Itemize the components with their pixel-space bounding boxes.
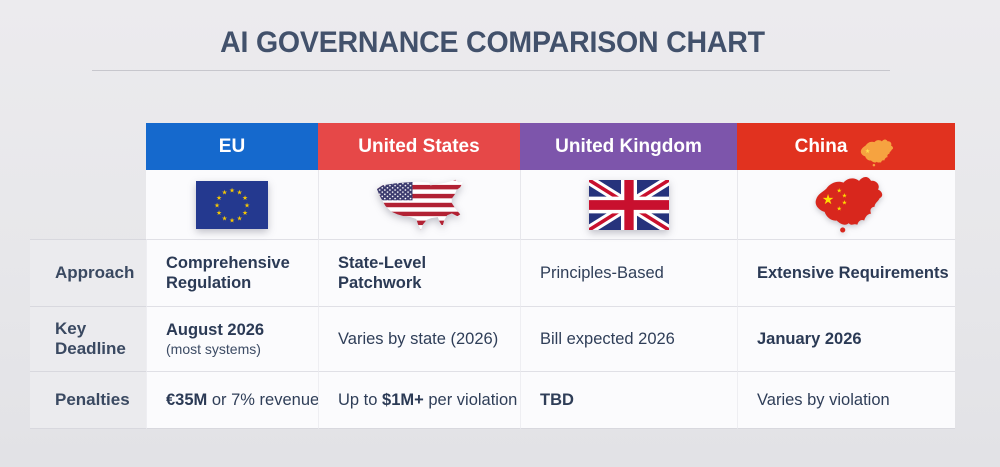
column-header-china: China ★: [737, 123, 955, 170]
cell-approach-uk: Principles-Based: [520, 239, 737, 306]
column-header-us-label: United States: [358, 135, 480, 157]
row-label-penalties: Penalties: [30, 371, 146, 429]
penalties-china-value: Varies by violation: [757, 390, 890, 409]
flag-cell-us: [318, 170, 520, 239]
column-header-eu-label: EU: [218, 135, 246, 157]
svg-text:★: ★: [836, 205, 841, 212]
deadline-uk-value: Bill expected 2026: [540, 329, 675, 348]
column-header-eu: EU: [146, 123, 318, 170]
title-divider: [92, 70, 890, 71]
flag-cell-uk: [520, 170, 737, 239]
cell-deadline-eu: August 2026 (most systems): [146, 306, 318, 371]
penalties-us-pre: Up to: [338, 390, 383, 409]
deadline-china-value: January 2026: [757, 329, 862, 348]
cell-penalties-uk: TBD: [520, 371, 737, 429]
column-header-china-label: China: [794, 135, 848, 157]
approach-uk-value: Principles-Based: [540, 263, 664, 282]
column-header-uk: United Kingdom: [520, 123, 737, 170]
cell-approach-us: State-Level Patchwork: [318, 239, 520, 306]
svg-text:★: ★: [242, 193, 248, 201]
cell-deadline-uk: Bill expected 2026: [520, 306, 737, 371]
china-map-icon: ★: [861, 138, 894, 166]
svg-text:★: ★: [821, 192, 833, 208]
svg-text:★: ★: [222, 188, 228, 196]
header-spacer: [30, 123, 146, 170]
cell-penalties-us: Up to $1M+ per violation: [318, 371, 520, 429]
cell-penalties-eu: €35M or 7% revenue: [146, 371, 320, 429]
penalties-eu-rest: or 7% revenue: [207, 390, 320, 409]
cell-deadline-china: January 2026: [737, 306, 955, 371]
penalties-uk-value: TBD: [540, 390, 574, 409]
penalties-eu-amount: €35M: [166, 390, 208, 409]
deadline-eu-main: August 2026: [166, 321, 265, 340]
svg-text:★: ★: [216, 208, 222, 216]
penalties-us-amount: $1M+: [382, 390, 424, 409]
eu-flag-icon: ★ ★ ★ ★ ★ ★ ★ ★ ★ ★ ★ ★: [196, 180, 268, 229]
svg-text:★: ★: [841, 192, 846, 199]
cell-approach-eu: Comprehensive Regulation: [146, 239, 318, 306]
cell-deadline-us: Varies by state (2026): [318, 306, 520, 371]
flag-cell-china: ★ ★ ★ ★ ★: [737, 170, 955, 239]
penalties-us-post: per violation: [423, 390, 518, 409]
row-label-deadline: Key Deadline: [30, 306, 146, 371]
svg-text:★: ★: [244, 201, 250, 209]
svg-text:★: ★: [222, 214, 228, 222]
china-map-flag-icon: ★ ★ ★ ★ ★: [815, 176, 882, 233]
row-label-approach: Approach: [30, 239, 146, 306]
approach-us-value: State-Level Patchwork: [338, 253, 427, 292]
deadline-us-value: Varies by state (2026): [338, 329, 499, 348]
us-map-flag-icon: [376, 179, 463, 230]
uk-flag-icon: [589, 179, 669, 230]
page-title: AI GOVERNANCE COMPARISON CHART: [220, 26, 765, 59]
svg-text:★: ★: [216, 193, 222, 201]
cell-approach-china: Extensive Requirements: [737, 239, 955, 306]
svg-text:★: ★: [242, 208, 248, 216]
column-header-uk-label: United Kingdom: [555, 135, 702, 157]
approach-eu-value: Comprehensive Regulation: [166, 253, 290, 292]
svg-text:★: ★: [237, 214, 243, 222]
svg-text:★: ★: [237, 188, 243, 196]
comparison-table: EU United States United Kingdom China ★ …: [30, 123, 955, 429]
approach-china-value: Extensive Requirements: [757, 263, 949, 282]
flag-cell-eu: ★ ★ ★ ★ ★ ★ ★ ★ ★ ★ ★ ★: [146, 170, 318, 239]
deadline-eu-sub: (most systems): [166, 340, 261, 357]
cell-penalties-china: Varies by violation: [737, 371, 955, 429]
svg-text:★: ★: [836, 187, 841, 194]
svg-text:★: ★: [841, 199, 846, 206]
flag-row-spacer: [30, 170, 146, 239]
column-header-us: United States: [318, 123, 520, 170]
svg-text:★: ★: [229, 186, 235, 194]
svg-text:★: ★: [214, 201, 220, 209]
svg-text:★: ★: [865, 148, 870, 155]
svg-text:★: ★: [229, 216, 235, 224]
